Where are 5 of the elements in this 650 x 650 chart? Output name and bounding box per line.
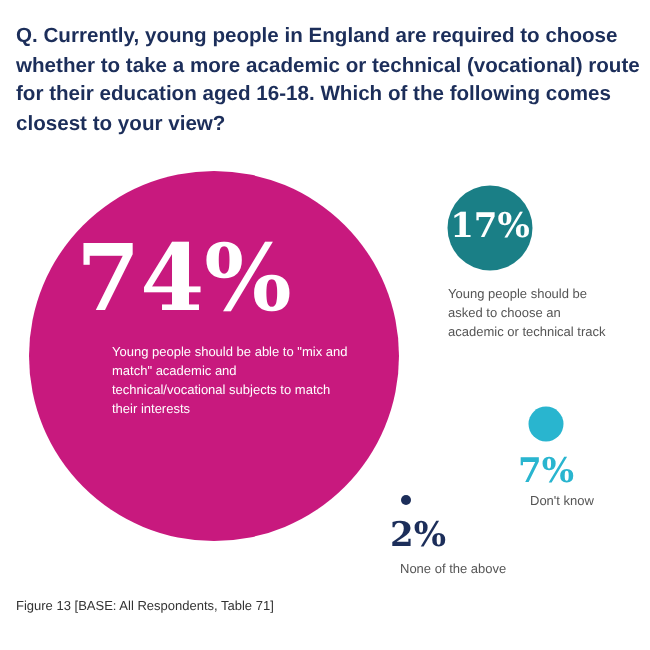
data-label: 74% — [76, 223, 292, 332]
text: Q. Currently, young people in England are required to choose whether to take a more academic or technical (vocational) route for their education aged 16-18. Which of the following comes closest to your view? — [16, 24, 640, 139]
data-label: 7% — [518, 452, 574, 493]
data-label: 17% — [450, 206, 530, 247]
data-label: 2% — [390, 515, 446, 556]
